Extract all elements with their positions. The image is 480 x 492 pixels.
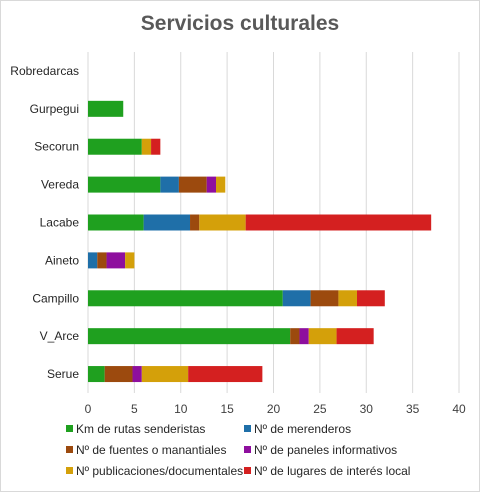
category-labels: Robredarcas Gurpegui Secorun Vereda Lacabe Ai… xyxy=(10,64,79,381)
x-tick-label: 25 xyxy=(313,402,327,416)
chart-title: Servicios culturales xyxy=(141,12,339,35)
legend-label: Nº de fuentes o manantiales xyxy=(76,443,226,457)
bar-segment xyxy=(290,328,300,345)
category-label: Robredarcas xyxy=(10,64,79,78)
legend-swatch xyxy=(244,425,251,432)
legend-label: Nº de paneles informativos xyxy=(254,443,397,457)
bar-segment xyxy=(88,138,142,155)
bar-segment xyxy=(188,366,263,383)
bar-segment xyxy=(190,214,200,231)
bar-segment xyxy=(310,290,339,307)
x-tick-label: 20 xyxy=(267,402,281,416)
bar-segment xyxy=(132,366,142,383)
x-tick-label: 10 xyxy=(174,402,188,416)
category-label: Gurpegui xyxy=(30,102,79,116)
bar-segment xyxy=(215,176,226,193)
category-label: Serue xyxy=(47,367,79,381)
legend-swatch xyxy=(66,446,73,453)
bar-segment xyxy=(160,176,179,193)
x-tick-label: 5 xyxy=(131,402,138,416)
legend: Km de rutas senderistas Nº de merenderos N… xyxy=(66,422,410,478)
bar-segment xyxy=(88,290,283,307)
x-tick-label: 40 xyxy=(452,402,466,416)
legend-swatch xyxy=(244,467,251,474)
bar-segment xyxy=(88,252,98,269)
bar-segment xyxy=(141,366,189,383)
bar-segment xyxy=(106,252,126,269)
legend-label: Nº publicaciones/documentales xyxy=(76,464,243,478)
category-label: Lacabe xyxy=(40,216,80,230)
category-label: Vereda xyxy=(41,178,79,192)
legend-label: Nº de lugares de interés local xyxy=(254,464,410,478)
bars xyxy=(88,100,432,383)
x-axis-tick-labels: 0 5 10 15 20 25 30 35 40 xyxy=(85,402,466,416)
legend-swatch xyxy=(244,446,251,453)
bar-segment xyxy=(104,366,133,383)
bar-segment xyxy=(125,252,135,269)
legend-swatch xyxy=(66,425,73,432)
x-tick-label: 35 xyxy=(406,402,420,416)
category-label: V_Arce xyxy=(40,329,80,343)
bar-segment xyxy=(245,214,432,231)
bar-segment xyxy=(97,252,107,269)
bar-segment xyxy=(338,290,357,307)
bar-segment xyxy=(151,138,161,155)
bar-segment xyxy=(356,290,385,307)
bar-segment xyxy=(88,366,105,383)
legend-label: Nº de merenderos xyxy=(254,422,351,436)
bar-segment xyxy=(88,328,291,345)
bar-segment xyxy=(143,214,191,231)
category-label: Aineto xyxy=(45,253,79,267)
bar-segment xyxy=(88,214,144,231)
bar-segment xyxy=(299,328,309,345)
bar-segment xyxy=(336,328,374,345)
bar-segment xyxy=(141,138,152,155)
bar-segment xyxy=(199,214,246,231)
category-label: Secorun xyxy=(34,140,79,154)
x-tick-label: 15 xyxy=(220,402,234,416)
bar-segment xyxy=(88,176,161,193)
bar-segment xyxy=(308,328,337,345)
bar-segment xyxy=(206,176,216,193)
bar-segment xyxy=(178,176,207,193)
legend-swatch xyxy=(66,467,73,474)
bar-segment xyxy=(88,100,124,117)
legend-label: Km de rutas senderistas xyxy=(76,422,205,436)
x-tick-label: 30 xyxy=(360,402,374,416)
bar-segment xyxy=(282,290,311,307)
category-label: Campillo xyxy=(32,291,79,305)
x-tick-label: 0 xyxy=(85,402,92,416)
